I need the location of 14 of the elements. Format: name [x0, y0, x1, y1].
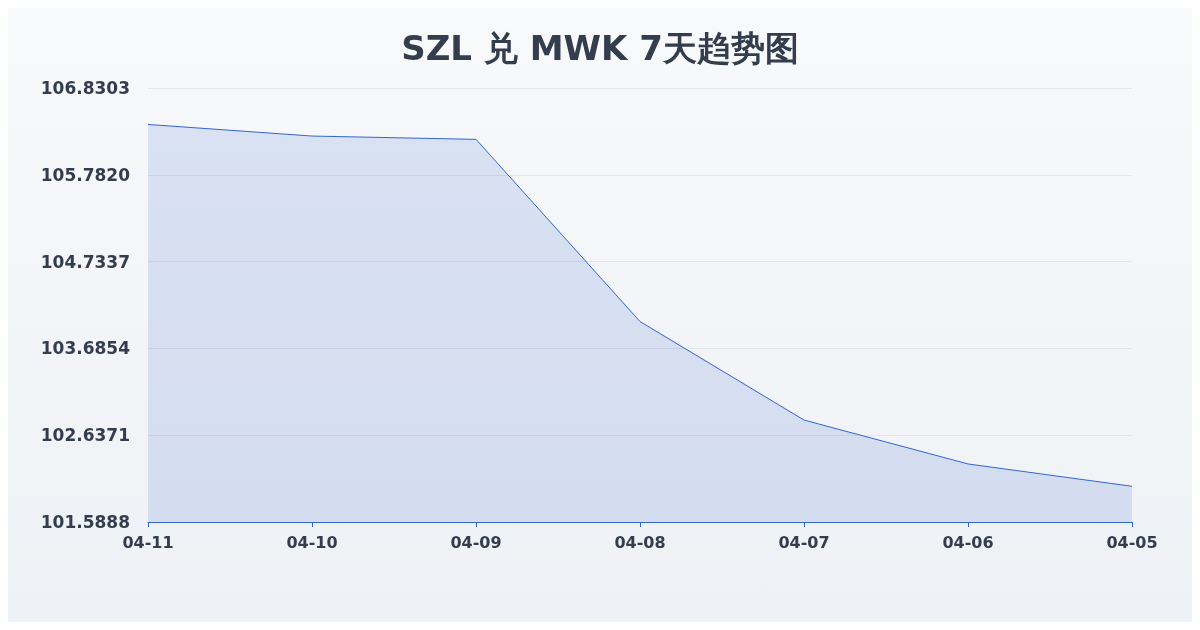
- y-tick-label: 102.6371: [40, 425, 130, 446]
- x-tick-label: 04-09: [450, 532, 502, 552]
- x-tick-label: 04-10: [286, 532, 338, 552]
- y-tick-label: 106.8303: [40, 78, 130, 98]
- chart-title: SZL 兑 MWK 7天趋势图: [401, 28, 799, 68]
- x-tick-label: 04-11: [122, 532, 174, 552]
- y-tick-label: 105.7820: [40, 164, 131, 185]
- x-tick-label: 04-05: [1106, 532, 1158, 552]
- x-tick-label: 04-06: [942, 532, 994, 552]
- y-tick-label: 103.6854: [40, 338, 131, 359]
- y-tick-label: 101.5888: [40, 512, 130, 532]
- y-tick-label: 104.7337: [40, 251, 130, 272]
- x-tick-label: 04-08: [614, 532, 666, 552]
- x-tick-label: 04-07: [778, 532, 830, 552]
